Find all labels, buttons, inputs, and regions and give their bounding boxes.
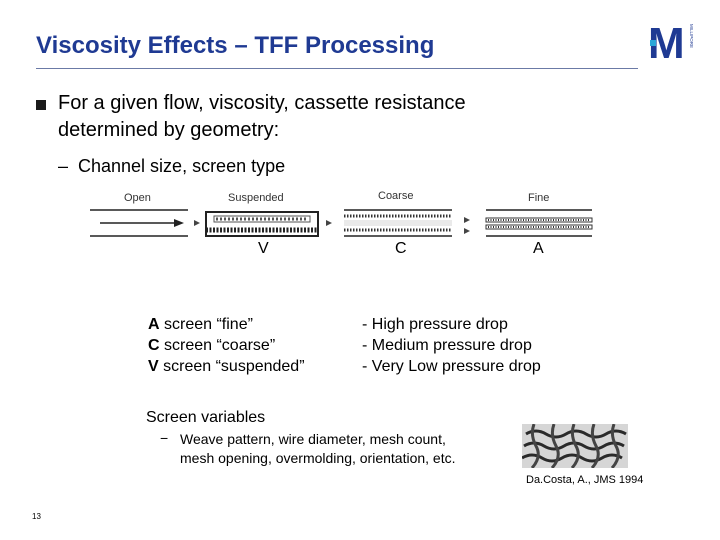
screen-type-letter: A — [148, 316, 160, 333]
channel-diagram: Open Suspended Coarse Fine — [90, 190, 593, 237]
chevron-right-icon — [464, 228, 470, 234]
slide-title: Viscosity Effects – TFF Processing — [36, 32, 435, 59]
page-number: 13 — [32, 512, 41, 521]
diagram-label-open: Open — [124, 192, 151, 204]
pressure-drop-item: - High pressure drop — [362, 316, 508, 333]
citation: Da.Costa, A., JMS 1994 — [526, 474, 644, 486]
screen-letter-a: A — [533, 240, 544, 257]
sub-bullet-dash: – — [58, 156, 69, 176]
screen-types-list: A screen “fine” C screen “coarse” V scre… — [148, 314, 305, 377]
screen-variables-dash: − — [160, 430, 169, 446]
screen-letter-v: V — [258, 240, 269, 257]
screen-type-item: A screen “fine” — [148, 314, 305, 335]
screen-type-item: V screen “suspended” — [148, 356, 305, 377]
pressure-drop-list: - High pressure drop - Medium pressure d… — [362, 314, 541, 377]
suspended-channel — [205, 211, 319, 237]
diagram-label-coarse: Coarse — [378, 190, 413, 202]
fine-channel — [485, 209, 593, 237]
screen-type-letter: V — [148, 358, 159, 375]
logo-accent — [650, 40, 656, 46]
screen-type-text: screen “suspended” — [158, 358, 305, 375]
screen-variables-text: Weave pattern, wire diameter, mesh count… — [180, 430, 456, 468]
screen-variables-title: Screen variables — [146, 409, 266, 426]
logo-text: MILLIPORE — [689, 24, 694, 48]
diagram-label-suspended: Suspended — [228, 192, 284, 204]
screen-variables-line-1: Weave pattern, wire diameter, mesh count… — [180, 431, 446, 447]
screen-type-text: screen “fine” — [159, 316, 253, 333]
sub-bullet-text: Channel size, screen type — [78, 156, 286, 176]
bullet-square-icon — [36, 100, 46, 110]
coarse-channel — [344, 209, 452, 237]
pressure-drop-item: - Very Low pressure drop — [362, 358, 541, 375]
screen-type-letter: C — [148, 337, 160, 354]
main-bullet-line-1: For a given flow, viscosity, cassette re… — [58, 92, 466, 114]
chevron-right-icon — [194, 220, 200, 226]
chevron-right-icon — [326, 220, 332, 226]
screen-variables-line-2: mesh opening, overmolding, orientation, … — [180, 450, 456, 466]
mesh-screen-image — [522, 424, 628, 468]
screen-type-text: screen “coarse” — [159, 337, 276, 354]
diagram-label-fine: Fine — [528, 192, 549, 204]
main-bullet-line-2: determined by geometry: — [58, 119, 280, 141]
main-bullet: For a given flow, viscosity, cassette re… — [58, 90, 466, 144]
millipore-logo: M MILLIPORE — [648, 19, 694, 66]
screen-letter-c: C — [395, 240, 407, 257]
screen-type-item: C screen “coarse” — [148, 335, 305, 356]
pressure-drop-item: - Medium pressure drop — [362, 337, 532, 354]
open-channel — [90, 209, 188, 237]
title-divider — [36, 68, 638, 69]
chevron-right-icon — [464, 217, 470, 223]
